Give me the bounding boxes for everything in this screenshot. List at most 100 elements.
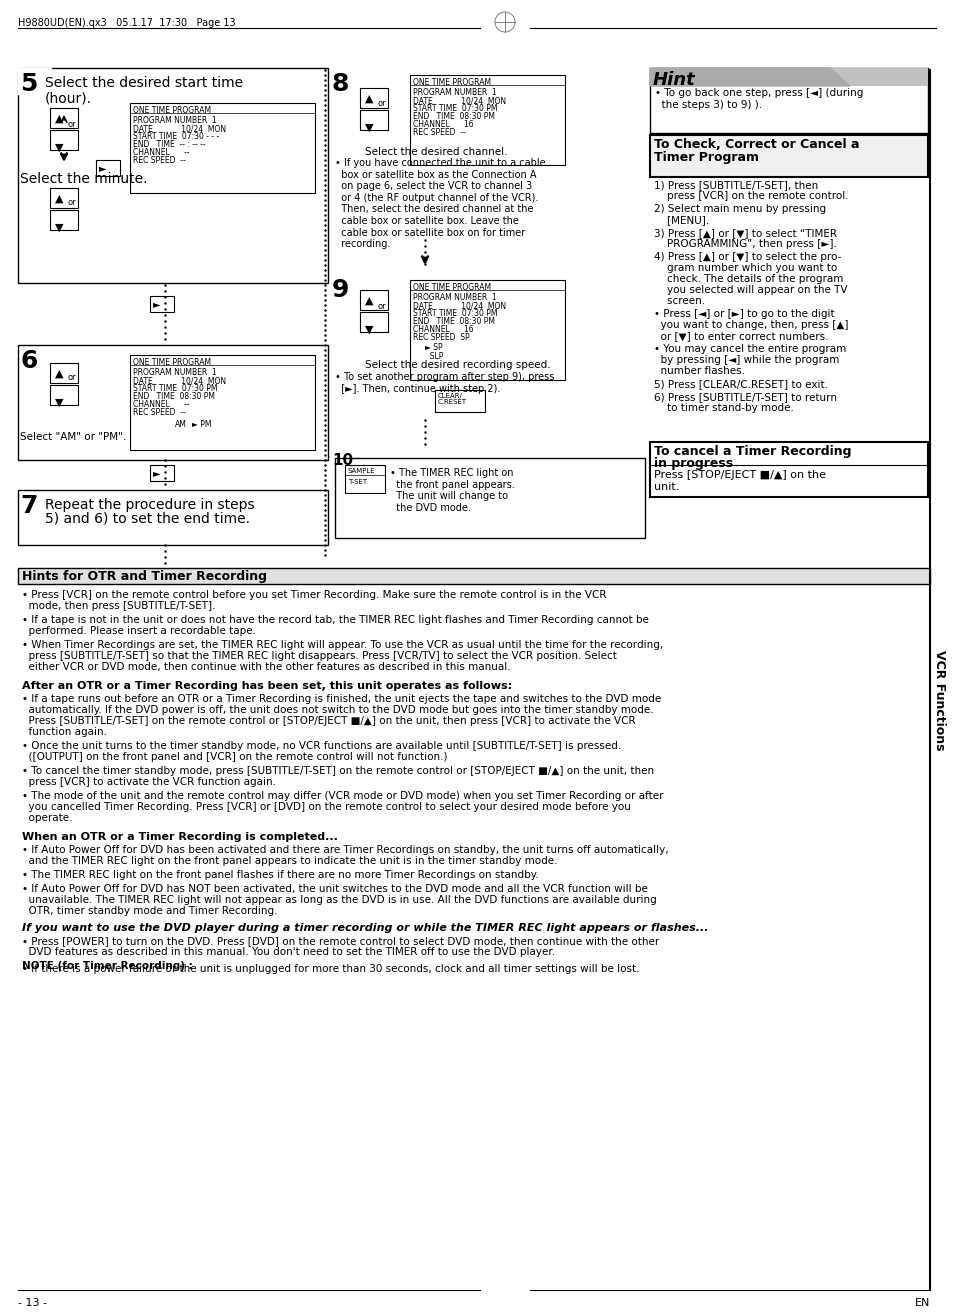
Text: - 13 -: - 13 - — [18, 1298, 47, 1308]
Text: C.RESET: C.RESET — [437, 398, 467, 405]
Bar — [50, 108, 78, 128]
Text: or: or — [68, 120, 76, 129]
Text: EN: EN — [914, 1298, 929, 1308]
Text: REC SPEED  SP: REC SPEED SP — [413, 333, 469, 342]
Text: ▲: ▲ — [55, 195, 64, 204]
Bar — [410, 280, 564, 380]
Text: Press [SUBTITLE/T-SET] on the remote control or [STOP/EJECT ■/▲] on the unit, th: Press [SUBTITLE/T-SET] on the remote con… — [22, 715, 635, 726]
Text: END   TIME  08:30 PM: END TIME 08:30 PM — [413, 317, 495, 326]
Text: To cancel a Timer Recording: To cancel a Timer Recording — [654, 444, 851, 458]
Polygon shape — [649, 68, 849, 85]
Text: • When Timer Recordings are set, the TIMER REC light will appear. To use the VCR: • When Timer Recordings are set, the TIM… — [22, 640, 662, 650]
Text: • The TIMER REC light on
  the front panel appears.
  The unit will change to
  : • The TIMER REC light on the front panel… — [390, 468, 515, 513]
Text: ► SP: ► SP — [424, 343, 442, 352]
Text: [MENU].: [MENU]. — [654, 214, 708, 225]
Text: • To cancel the timer standby mode, press [SUBTITLE/T-SET] on the remote control: • To cancel the timer standby mode, pres… — [22, 767, 654, 776]
Text: SLP: SLP — [424, 352, 443, 362]
Text: • The TIMER REC light on the front panel flashes if there are no more Timer Reco: • The TIMER REC light on the front panel… — [22, 871, 538, 880]
Text: ONE TIME PROGRAM: ONE TIME PROGRAM — [413, 283, 491, 292]
Text: DATE            10/24  MON: DATE 10/24 MON — [413, 301, 506, 310]
Text: 5) Press [CLEAR/C.RESET] to exit.: 5) Press [CLEAR/C.RESET] to exit. — [654, 379, 827, 389]
Text: Hints for OTR and Timer Recording: Hints for OTR and Timer Recording — [22, 569, 267, 583]
Text: check. The details of the program: check. The details of the program — [654, 274, 842, 284]
Text: ►: ► — [99, 163, 107, 174]
Text: Select the desired recording speed.: Select the desired recording speed. — [365, 360, 550, 370]
Text: ONE TIME PROGRAM: ONE TIME PROGRAM — [132, 358, 211, 367]
Text: ▼: ▼ — [365, 124, 374, 133]
Text: 3) Press [▲] or [▼] to select “TIMER: 3) Press [▲] or [▼] to select “TIMER — [654, 227, 836, 238]
Text: DATE            10/24  MON: DATE 10/24 MON — [132, 124, 226, 133]
Text: ▲: ▲ — [55, 370, 64, 379]
Text: you cancelled Timer Recording. Press [VCR] or [DVD] on the remote control to sel: you cancelled Timer Recording. Press [VC… — [22, 802, 630, 811]
Text: CLEAR/: CLEAR/ — [437, 393, 462, 398]
Text: Select the desired channel.: Select the desired channel. — [365, 147, 507, 156]
Text: • To set another program after step 9), press
  [►]. Then, continue with step 2): • To set another program after step 9), … — [335, 372, 554, 393]
Text: REC SPEED  --: REC SPEED -- — [132, 156, 186, 164]
Bar — [649, 442, 927, 497]
Text: or: or — [68, 199, 76, 206]
Bar — [345, 466, 385, 493]
Bar — [18, 490, 328, 544]
Text: END   TIME  -- : -- --: END TIME -- : -- -- — [132, 139, 206, 149]
Text: • To go back one step, press [◄] (during
  the steps 3) to 9) ).: • To go back one step, press [◄] (during… — [655, 88, 862, 109]
Text: ► PM: ► PM — [192, 419, 212, 429]
Bar — [359, 291, 388, 310]
Text: gram number which you want to: gram number which you want to — [654, 263, 837, 274]
Bar — [18, 568, 929, 584]
Text: mode, then press [SUBTITLE/T-SET].: mode, then press [SUBTITLE/T-SET]. — [22, 601, 215, 611]
Text: After an OTR or a Timer Recording has been set, this unit operates as follows:: After an OTR or a Timer Recording has be… — [22, 681, 512, 690]
Text: CHANNEL      --: CHANNEL -- — [132, 149, 190, 156]
Text: Select the desired start time: Select the desired start time — [45, 76, 243, 89]
Text: Timer Program: Timer Program — [654, 151, 759, 164]
Text: ►: ► — [152, 468, 160, 477]
Text: • If a tape is not in the unit or does not have the record tab, the TIMER REC li: • If a tape is not in the unit or does n… — [22, 615, 648, 625]
Text: 6: 6 — [20, 348, 37, 373]
Text: you want to change, then, press [▲]: you want to change, then, press [▲] — [654, 320, 847, 330]
Text: • If Auto Power Off for DVD has NOT been activated, the unit switches to the DVD: • If Auto Power Off for DVD has NOT been… — [22, 884, 647, 894]
Bar — [18, 68, 328, 283]
Text: Select the minute.: Select the minute. — [20, 172, 148, 185]
Bar — [150, 296, 173, 312]
Bar — [18, 345, 328, 460]
Bar — [649, 68, 927, 133]
Text: • If there is a power failure or the unit is unplugged for more than 30 seconds,: • If there is a power failure or the uni… — [22, 964, 639, 974]
Text: H9880UD(EN).qx3   05.1.17  17:30   Page 13: H9880UD(EN).qx3 05.1.17 17:30 Page 13 — [18, 18, 235, 28]
Text: ▼: ▼ — [365, 325, 374, 335]
Text: 2) Select main menu by pressing: 2) Select main menu by pressing — [654, 204, 825, 214]
Text: • If Auto Power Off for DVD has been activated and there are Timer Recordings on: • If Auto Power Off for DVD has been act… — [22, 846, 668, 855]
Text: either VCR or DVD mode, then continue with the other features as described in th: either VCR or DVD mode, then continue wi… — [22, 661, 510, 672]
Text: PROGRAM NUMBER  1: PROGRAM NUMBER 1 — [413, 293, 497, 302]
Text: Repeat the procedure in steps: Repeat the procedure in steps — [45, 498, 254, 512]
Bar — [50, 210, 78, 230]
Text: • Press [◄] or [►] to go to the digit: • Press [◄] or [►] to go to the digit — [654, 309, 834, 320]
Text: press [VCR] on the remote control.: press [VCR] on the remote control. — [654, 191, 848, 201]
Text: When an OTR or a Timer Recording is completed...: When an OTR or a Timer Recording is comp… — [22, 832, 337, 842]
Text: START TIME  07:30 PM: START TIME 07:30 PM — [413, 309, 497, 318]
Text: or: or — [68, 373, 76, 381]
Text: press [VCR] to activate the VCR function again.: press [VCR] to activate the VCR function… — [22, 777, 275, 786]
Text: CHANNEL      16: CHANNEL 16 — [413, 120, 473, 129]
FancyBboxPatch shape — [649, 68, 927, 85]
Bar — [150, 466, 173, 481]
Text: VCR Functions: VCR Functions — [933, 650, 945, 751]
Text: REC SPEED  --: REC SPEED -- — [132, 408, 186, 417]
Text: DVD features as described in this manual. You don't need to set the TIMER off to: DVD features as described in this manual… — [22, 947, 555, 957]
Text: 9: 9 — [332, 277, 349, 302]
Text: number flashes.: number flashes. — [654, 366, 744, 376]
Text: ▲: ▲ — [55, 114, 64, 124]
Text: • Once the unit turns to the timer standby mode, no VCR functions are available : • Once the unit turns to the timer stand… — [22, 740, 620, 751]
Text: START TIME  07:30 - - -: START TIME 07:30 - - - — [132, 132, 219, 141]
Text: ▼: ▼ — [55, 143, 64, 153]
Bar — [130, 355, 314, 450]
Text: ONE TIME PROGRAM: ONE TIME PROGRAM — [413, 78, 491, 87]
Text: START TIME  07:30 PM: START TIME 07:30 PM — [132, 384, 217, 393]
Text: 5: 5 — [20, 72, 37, 96]
Text: 7: 7 — [20, 494, 37, 518]
Text: • You may cancel the entire program: • You may cancel the entire program — [654, 345, 845, 354]
Text: DATE            10/24  MON: DATE 10/24 MON — [413, 96, 506, 105]
Text: PROGRAM NUMBER  1: PROGRAM NUMBER 1 — [132, 368, 216, 377]
Text: ONE TIME PROGRAM: ONE TIME PROGRAM — [132, 107, 211, 114]
Bar — [335, 458, 644, 538]
Text: Press [STOP/EJECT ■/▲] on the
unit.: Press [STOP/EJECT ■/▲] on the unit. — [654, 469, 825, 492]
Text: END   TIME  08:30 PM: END TIME 08:30 PM — [132, 392, 214, 401]
